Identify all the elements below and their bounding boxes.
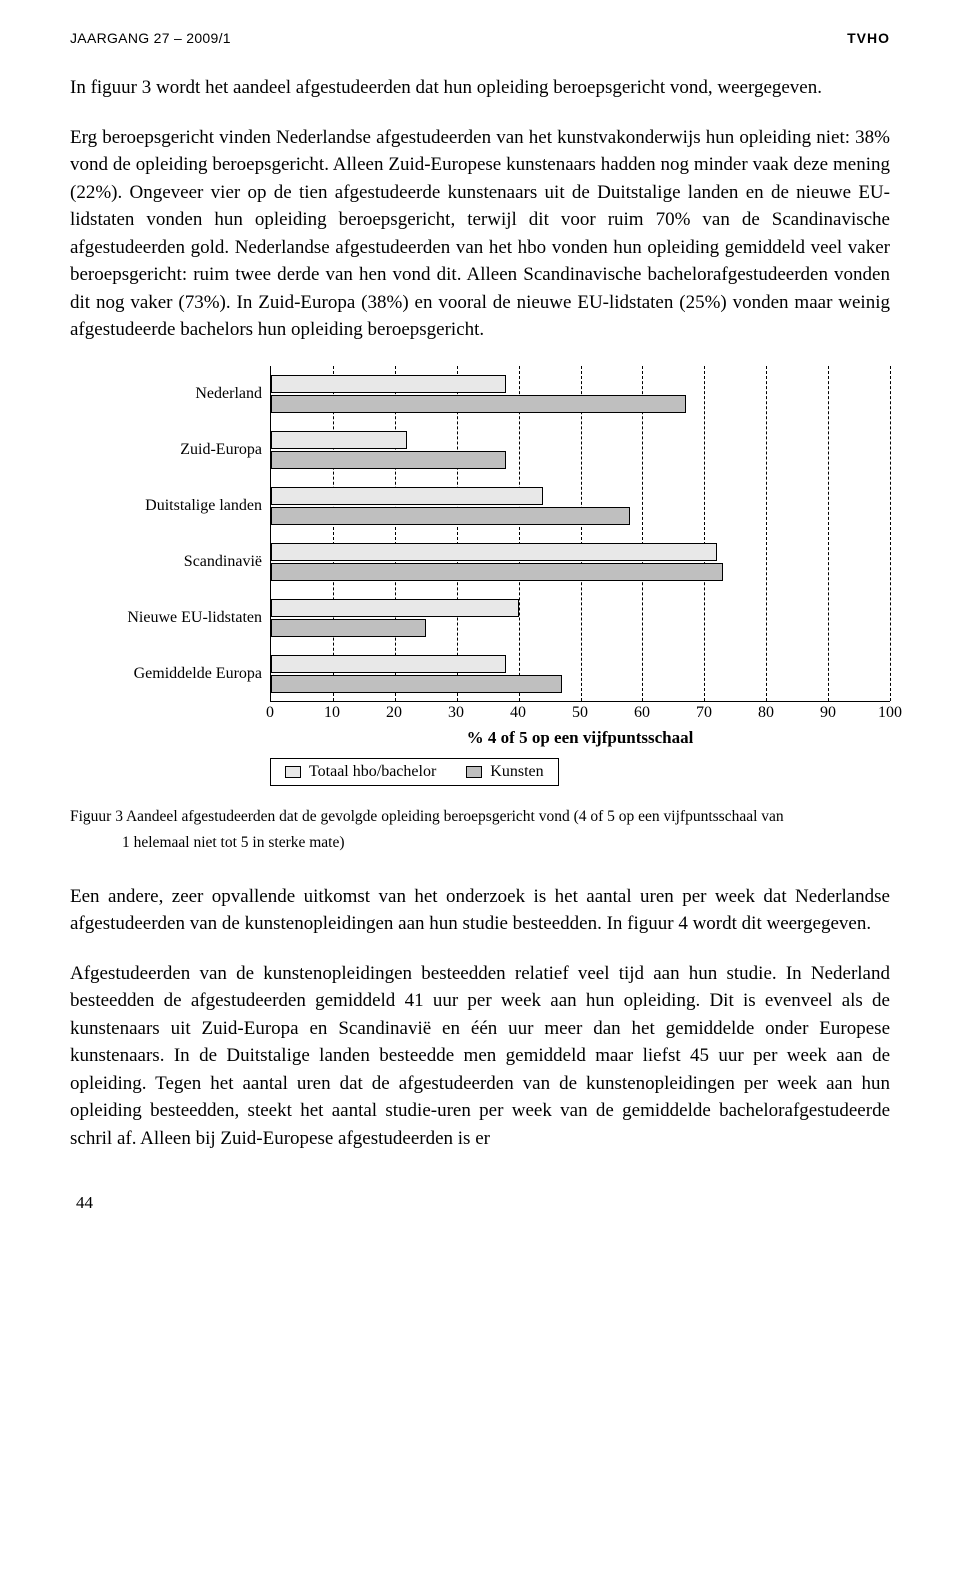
chart-bar-group [271, 478, 890, 534]
chart-x-tick: 0 [266, 704, 274, 722]
chart-bar-kunsten [271, 619, 426, 637]
chart-x-tick: 100 [878, 704, 902, 722]
paragraph-intro: In figuur 3 wordt het aandeel afgestudee… [70, 74, 890, 102]
header-journal: TVHO [847, 30, 890, 46]
chart-bar-kunsten [271, 451, 506, 469]
legend-swatch-kunsten [466, 766, 482, 778]
chart-bar-kunsten [271, 395, 686, 413]
chart-bar-group [271, 646, 890, 702]
chart-x-tick: 90 [820, 704, 836, 722]
chart-bar-total [271, 599, 519, 617]
chart-category-label: Nieuwe EU-lidstaten [70, 590, 262, 646]
page-number: 44 [76, 1193, 890, 1213]
chart-x-tick: 60 [634, 704, 650, 722]
chart-bar-kunsten [271, 563, 723, 581]
chart-x-tick: 30 [448, 704, 464, 722]
chart-bar-total [271, 655, 506, 673]
legend-label-total: Totaal hbo/bachelor [309, 763, 436, 781]
chart-x-tick: 80 [758, 704, 774, 722]
chart-bar-kunsten [271, 675, 562, 693]
header-issue: JAARGANG 27 – 2009/1 [70, 30, 231, 46]
legend-label-kunsten: Kunsten [490, 763, 543, 781]
figure-3-chart: NederlandZuid-EuropaDuitstalige landenSc… [70, 366, 890, 786]
paragraph-hours: Afgestudeerden van de kunstenopleidingen… [70, 960, 890, 1153]
chart-category-label: Gemiddelde Europa [70, 646, 262, 702]
chart-x-tick: 70 [696, 704, 712, 722]
chart-x-tick: 10 [324, 704, 340, 722]
chart-x-axis-label: % 4 of 5 op een vijfpuntsschaal [270, 728, 890, 748]
chart-bar-kunsten [271, 507, 630, 525]
legend-item-kunsten: Kunsten [466, 763, 543, 781]
figure-3-caption: Figuur 3 Aandeel afgestudeerden dat de g… [70, 804, 890, 857]
chart-bar-group [271, 534, 890, 590]
chart-category-label: Nederland [70, 366, 262, 422]
chart-legend: Totaal hbo/bachelor Kunsten [270, 758, 559, 786]
chart-x-tick: 20 [386, 704, 402, 722]
chart-bar-total [271, 543, 717, 561]
chart-bar-total [271, 431, 407, 449]
chart-plot-area [270, 366, 890, 702]
chart-bar-group [271, 366, 890, 422]
page-header: JAARGANG 27 – 2009/1 TVHO [70, 30, 890, 46]
paragraph-transition: Een andere, zeer opvallende uitkomst van… [70, 883, 890, 938]
chart-bar-total [271, 487, 543, 505]
chart-category-label: Duitstalige landen [70, 478, 262, 534]
chart-category-label: Scandinavië [70, 534, 262, 590]
caption-line-1: Figuur 3 Aandeel afgestudeerden dat de g… [70, 808, 784, 825]
chart-x-ticks: 0102030405060708090100 [270, 704, 890, 726]
paragraph-analysis: Erg beroepsgericht vinden Nederlandse af… [70, 124, 890, 344]
chart-category-label: Zuid-Europa [70, 422, 262, 478]
caption-line-2: 1 helemaal niet tot 5 in sterke mate) [70, 830, 890, 856]
chart-x-tick: 40 [510, 704, 526, 722]
chart-bar-group [271, 590, 890, 646]
chart-bar-total [271, 375, 506, 393]
chart-x-tick: 50 [572, 704, 588, 722]
legend-swatch-total [285, 766, 301, 778]
legend-item-total: Totaal hbo/bachelor [285, 763, 436, 781]
chart-bar-group [271, 422, 890, 478]
chart-category-labels: NederlandZuid-EuropaDuitstalige landenSc… [70, 366, 270, 702]
